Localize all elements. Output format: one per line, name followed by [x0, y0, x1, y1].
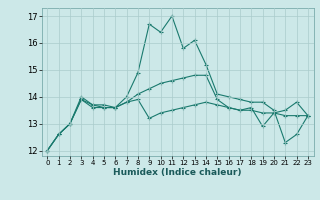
X-axis label: Humidex (Indice chaleur): Humidex (Indice chaleur)	[113, 168, 242, 177]
